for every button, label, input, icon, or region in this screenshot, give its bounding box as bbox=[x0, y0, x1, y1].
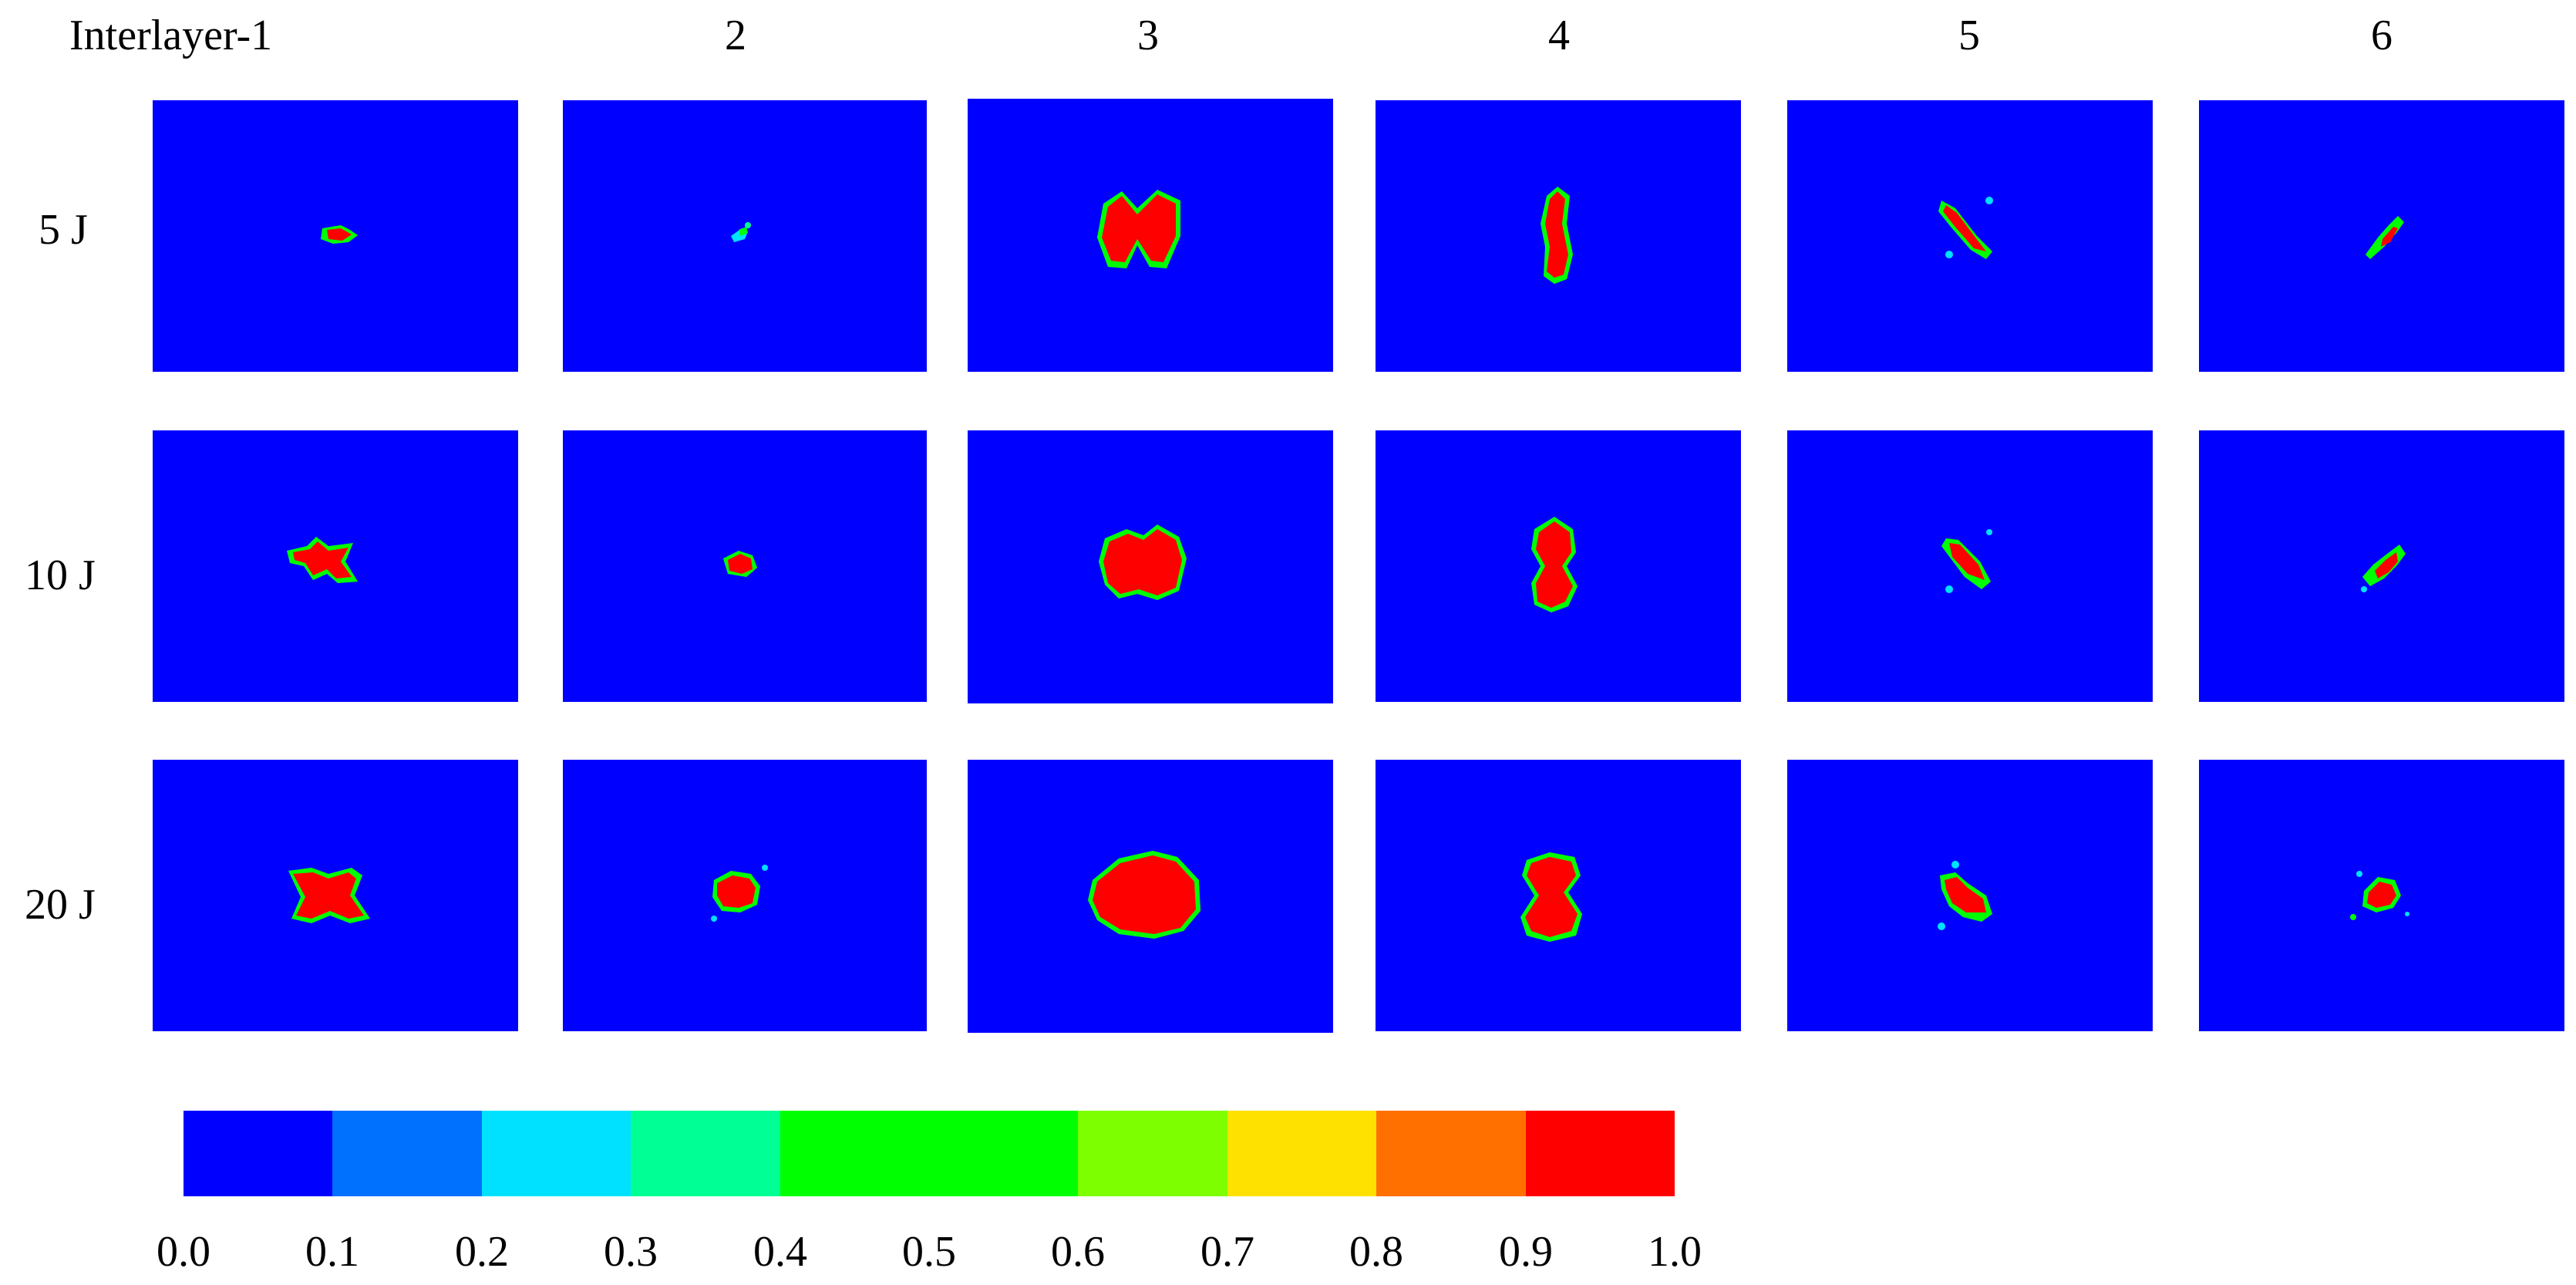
colorbar-segment-8 bbox=[1525, 1111, 1675, 1196]
column-header-interlayer-1: Interlayer-1 bbox=[69, 12, 273, 59]
column-header-5: 5 bbox=[1958, 12, 1980, 59]
panel-20j-interlayer-3 bbox=[968, 760, 1333, 1033]
panel-5j-interlayer-2 bbox=[563, 100, 927, 372]
colorbar-tick-0.3: 0.3 bbox=[604, 1228, 658, 1276]
panel-10j-interlayer-3 bbox=[968, 430, 1333, 703]
panel-10j-interlayer-2 bbox=[563, 430, 927, 702]
colorbar-tick-0.4: 0.4 bbox=[753, 1228, 807, 1276]
panel-20j-interlayer-6 bbox=[2199, 760, 2564, 1031]
panel-5j-interlayer-5 bbox=[1787, 100, 2153, 372]
colorbar bbox=[184, 1111, 1675, 1196]
row-header-10j: 10 J bbox=[25, 551, 96, 599]
colorbar-segment-7 bbox=[1376, 1111, 1526, 1196]
colorbar-segment-6 bbox=[1227, 1111, 1377, 1196]
colorbar-tick-0.1: 0.1 bbox=[305, 1228, 359, 1276]
row-header-5j: 5 J bbox=[39, 206, 88, 254]
column-header-2: 2 bbox=[725, 12, 746, 59]
colorbar-tick-1.0: 1.0 bbox=[1648, 1228, 1702, 1276]
colorbar-segment-2 bbox=[481, 1111, 631, 1196]
panel-5j-interlayer-4 bbox=[1376, 100, 1741, 372]
panel-10j-interlayer-1 bbox=[153, 430, 518, 702]
colorbar-segment-5 bbox=[1078, 1111, 1227, 1196]
colorbar-segment-3 bbox=[631, 1111, 780, 1196]
panel-10j-interlayer-6 bbox=[2199, 430, 2564, 702]
row-header-20j: 20 J bbox=[25, 881, 96, 929]
panel-5j-interlayer-1 bbox=[153, 100, 518, 372]
colorbar-tick-0.7: 0.7 bbox=[1200, 1228, 1254, 1276]
panel-20j-interlayer-2 bbox=[563, 760, 927, 1031]
panel-20j-interlayer-1 bbox=[153, 760, 518, 1031]
colorbar-tick-0.8: 0.8 bbox=[1349, 1228, 1403, 1276]
colorbar-segment-0 bbox=[184, 1111, 333, 1196]
colorbar-tick-0.6: 0.6 bbox=[1051, 1228, 1105, 1276]
colorbar-tick-0.5: 0.5 bbox=[902, 1228, 956, 1276]
column-header-6: 6 bbox=[2371, 12, 2392, 59]
panel-5j-interlayer-6 bbox=[2199, 100, 2564, 372]
colorbar-segment-1 bbox=[332, 1111, 482, 1196]
colorbar-segment-4 bbox=[780, 1111, 1079, 1196]
panel-5j-interlayer-3 bbox=[968, 99, 1333, 372]
panel-10j-interlayer-5 bbox=[1787, 430, 2153, 702]
colorbar-tick-0.2: 0.2 bbox=[455, 1228, 509, 1276]
panel-20j-interlayer-5 bbox=[1787, 760, 2153, 1031]
colorbar-tick-0.0: 0.0 bbox=[157, 1228, 210, 1276]
panel-10j-interlayer-4 bbox=[1376, 430, 1741, 702]
column-header-4: 4 bbox=[1548, 12, 1570, 59]
column-header-3: 3 bbox=[1137, 12, 1159, 59]
panel-20j-interlayer-4 bbox=[1376, 760, 1741, 1031]
colorbar-tick-0.9: 0.9 bbox=[1499, 1228, 1553, 1276]
